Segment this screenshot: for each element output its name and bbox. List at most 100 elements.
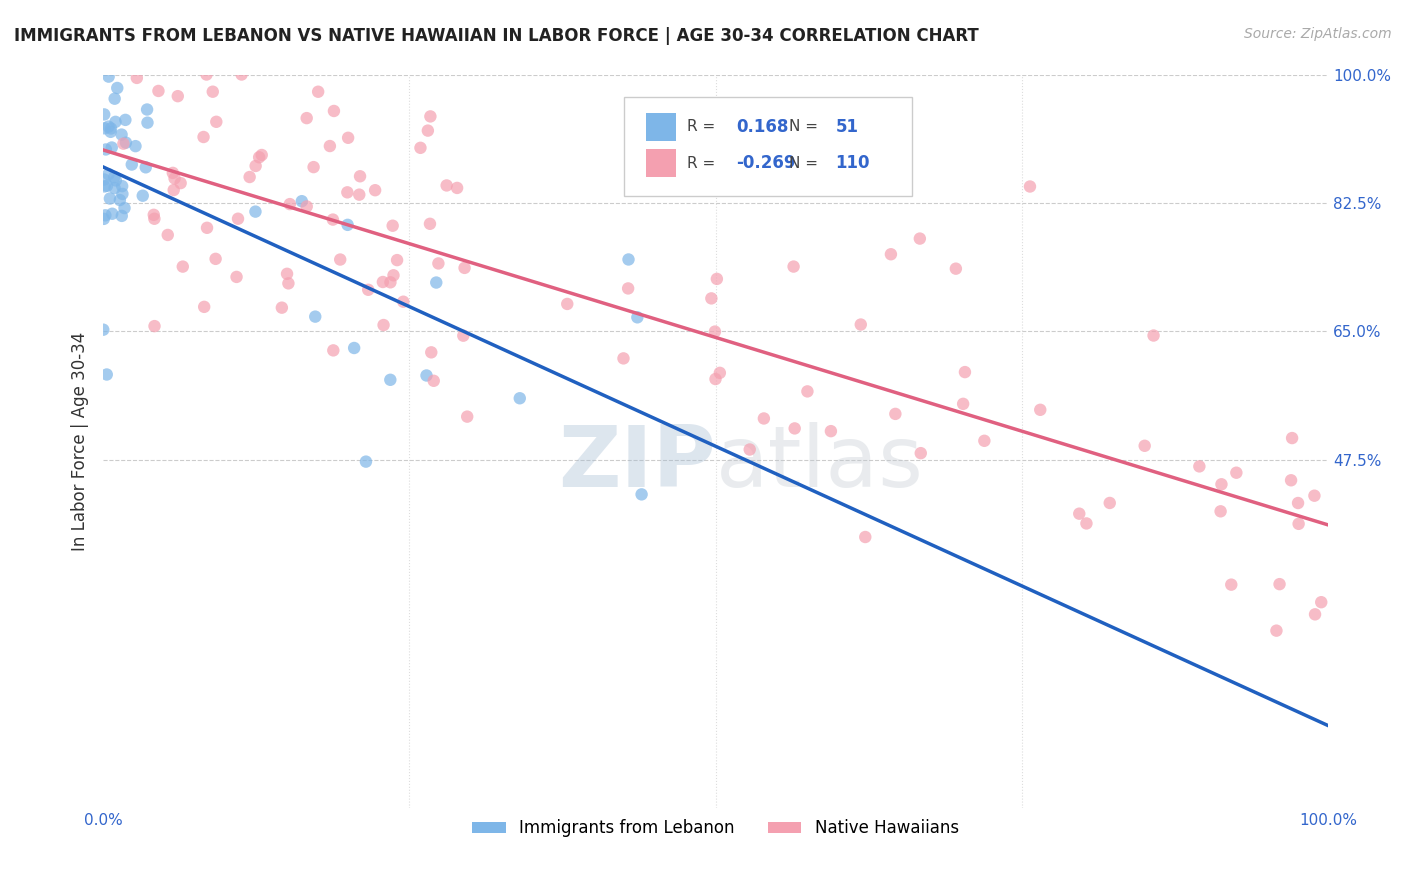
Point — [245, 159, 267, 173]
Point — [111, 209, 134, 223]
Point — [163, 183, 186, 197]
Point — [1286, 496, 1309, 510]
Point — [738, 442, 761, 457]
Point — [884, 407, 907, 421]
Point — [349, 187, 371, 202]
Text: 0.168: 0.168 — [737, 118, 789, 136]
Point — [93, 121, 115, 136]
Point — [93, 172, 115, 186]
Point — [111, 179, 134, 194]
Point — [952, 397, 974, 411]
Point — [509, 391, 531, 405]
Point — [121, 157, 143, 171]
Point — [453, 328, 475, 343]
Point — [195, 220, 218, 235]
Point — [1133, 439, 1156, 453]
Point — [380, 373, 402, 387]
Point — [94, 143, 117, 157]
Point — [973, 434, 995, 448]
Point — [630, 487, 652, 501]
Point — [322, 212, 344, 227]
Point — [1029, 402, 1052, 417]
Point — [782, 260, 804, 274]
Point — [111, 186, 134, 201]
Point — [302, 160, 325, 174]
Point — [103, 170, 125, 185]
Point — [820, 424, 842, 438]
Point — [436, 178, 458, 193]
Point — [336, 186, 359, 200]
Point — [1220, 577, 1243, 591]
Point — [1310, 595, 1333, 609]
Point — [169, 176, 191, 190]
Point — [385, 253, 408, 268]
Point — [409, 141, 432, 155]
Point — [97, 167, 120, 181]
FancyBboxPatch shape — [624, 96, 911, 195]
Text: -0.269: -0.269 — [737, 154, 796, 172]
FancyBboxPatch shape — [645, 112, 676, 141]
Point — [419, 110, 441, 124]
Point — [104, 173, 127, 187]
Point — [446, 181, 468, 195]
Point — [104, 181, 127, 195]
Point — [114, 112, 136, 127]
Point — [704, 372, 727, 386]
Point — [156, 227, 179, 242]
Point — [100, 125, 122, 139]
Point — [427, 256, 450, 270]
Point — [323, 103, 346, 118]
Point — [456, 409, 478, 424]
Point — [245, 204, 267, 219]
Point — [419, 217, 441, 231]
Point — [91, 323, 114, 337]
Point — [415, 368, 437, 383]
Point — [307, 85, 329, 99]
Point — [380, 275, 402, 289]
Point — [101, 207, 124, 221]
Point — [1303, 607, 1326, 622]
Point — [953, 365, 976, 379]
Point — [163, 171, 186, 186]
Point — [354, 455, 377, 469]
Text: 51: 51 — [835, 118, 859, 136]
Point — [796, 384, 818, 399]
Point — [703, 325, 725, 339]
Point — [136, 115, 159, 129]
Point — [1188, 459, 1211, 474]
Point — [105, 81, 128, 95]
Point — [276, 267, 298, 281]
Point — [319, 139, 342, 153]
Point — [1211, 477, 1233, 491]
Point — [357, 283, 380, 297]
Text: N =: N = — [789, 120, 818, 134]
Text: N =: N = — [789, 156, 818, 171]
Point — [195, 68, 218, 82]
Y-axis label: In Labor Force | Age 30-34: In Labor Force | Age 30-34 — [72, 332, 89, 551]
Point — [250, 148, 273, 162]
Point — [626, 310, 648, 325]
Point — [277, 277, 299, 291]
Point — [700, 292, 723, 306]
Point — [172, 260, 194, 274]
Point — [364, 183, 387, 197]
Point — [278, 197, 301, 211]
Point — [226, 211, 249, 226]
Text: R =: R = — [688, 120, 716, 134]
Point — [1142, 328, 1164, 343]
Point — [945, 261, 967, 276]
Point — [1076, 516, 1098, 531]
Point — [295, 111, 318, 125]
Point — [132, 188, 155, 202]
Point — [231, 68, 253, 82]
Point — [908, 231, 931, 245]
Point — [304, 310, 326, 324]
Point — [1069, 507, 1091, 521]
Point — [166, 89, 188, 103]
Point — [204, 252, 226, 266]
Point — [94, 208, 117, 222]
Point — [849, 318, 872, 332]
Point — [225, 269, 247, 284]
Point — [1279, 473, 1302, 487]
Point — [382, 268, 405, 283]
